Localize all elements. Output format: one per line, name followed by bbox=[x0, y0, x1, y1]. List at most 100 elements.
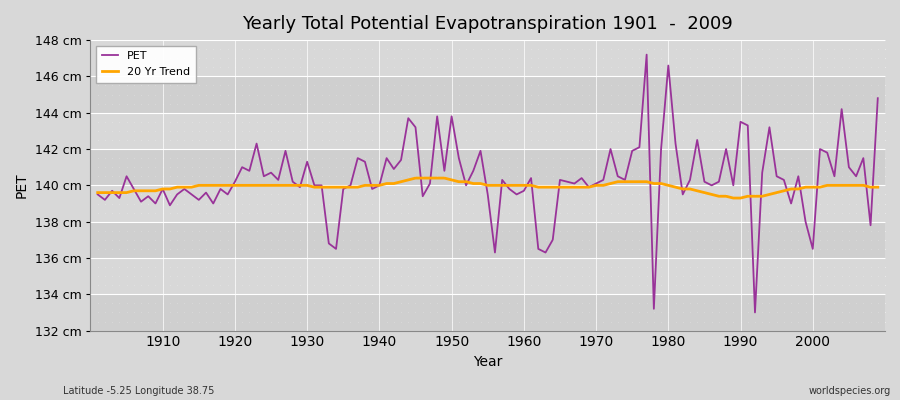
Point bbox=[409, 191, 423, 198]
Point bbox=[647, 264, 662, 270]
Point bbox=[827, 209, 842, 216]
Point bbox=[741, 55, 755, 62]
Point bbox=[357, 73, 372, 80]
Point bbox=[560, 46, 574, 52]
Point bbox=[617, 273, 632, 279]
Point bbox=[574, 209, 589, 216]
PET bbox=[352, 156, 363, 160]
Point bbox=[878, 64, 892, 70]
Point bbox=[292, 137, 307, 143]
Point bbox=[770, 264, 784, 270]
Point bbox=[256, 237, 271, 243]
PET bbox=[511, 192, 522, 197]
Point bbox=[445, 218, 459, 225]
Point bbox=[242, 164, 256, 170]
Point bbox=[387, 200, 401, 207]
Point bbox=[112, 218, 127, 225]
Point bbox=[285, 173, 300, 180]
Point bbox=[350, 91, 365, 98]
Point bbox=[712, 64, 726, 70]
Point bbox=[148, 327, 163, 334]
Point bbox=[669, 291, 683, 298]
Point bbox=[278, 237, 293, 243]
Point bbox=[387, 273, 401, 279]
Point bbox=[148, 128, 163, 134]
Point bbox=[827, 146, 842, 152]
Point bbox=[834, 110, 849, 116]
Point bbox=[524, 164, 538, 170]
Point bbox=[206, 37, 220, 43]
Point bbox=[798, 318, 813, 325]
Point bbox=[798, 300, 813, 306]
Point bbox=[192, 55, 206, 62]
Point bbox=[343, 37, 357, 43]
Point bbox=[452, 55, 466, 62]
Point bbox=[452, 237, 466, 243]
Point bbox=[610, 37, 625, 43]
Text: Latitude -5.25 Longitude 38.75: Latitude -5.25 Longitude 38.75 bbox=[63, 386, 214, 396]
Point bbox=[669, 119, 683, 125]
Point bbox=[156, 64, 170, 70]
Point bbox=[777, 300, 791, 306]
Point bbox=[617, 91, 632, 98]
Point bbox=[603, 218, 617, 225]
Point bbox=[777, 318, 791, 325]
Point bbox=[531, 209, 545, 216]
Point bbox=[878, 246, 892, 252]
Point bbox=[849, 255, 863, 261]
Point bbox=[423, 255, 437, 261]
Point bbox=[842, 110, 856, 116]
Point bbox=[560, 273, 574, 279]
Point bbox=[452, 119, 466, 125]
Point bbox=[184, 46, 199, 52]
Point bbox=[610, 191, 625, 198]
Point bbox=[654, 110, 669, 116]
Point bbox=[148, 200, 163, 207]
Point bbox=[676, 309, 690, 316]
Point bbox=[199, 64, 213, 70]
Point bbox=[387, 100, 401, 107]
Point bbox=[199, 273, 213, 279]
Point bbox=[647, 300, 662, 306]
Point bbox=[581, 246, 596, 252]
Point bbox=[285, 137, 300, 143]
Point bbox=[625, 64, 639, 70]
Point bbox=[755, 110, 770, 116]
Point bbox=[98, 209, 112, 216]
Point bbox=[285, 119, 300, 125]
Point bbox=[625, 173, 639, 180]
Point bbox=[285, 273, 300, 279]
Point bbox=[141, 73, 156, 80]
Point bbox=[120, 228, 134, 234]
Point bbox=[842, 264, 856, 270]
Point bbox=[560, 82, 574, 89]
Point bbox=[192, 182, 206, 188]
Point bbox=[249, 273, 264, 279]
Point bbox=[148, 264, 163, 270]
Point bbox=[452, 173, 466, 180]
Point bbox=[878, 282, 892, 288]
Point bbox=[105, 100, 120, 107]
Point bbox=[328, 300, 343, 306]
Point bbox=[813, 191, 827, 198]
Point bbox=[755, 100, 770, 107]
Point bbox=[748, 37, 762, 43]
20 Yr Trend bbox=[612, 179, 623, 184]
Point bbox=[581, 73, 596, 80]
Point bbox=[380, 37, 394, 43]
Point bbox=[502, 173, 517, 180]
Point bbox=[328, 110, 343, 116]
20 Yr Trend bbox=[728, 196, 739, 200]
Point bbox=[495, 64, 509, 70]
Point bbox=[683, 291, 698, 298]
Point bbox=[502, 237, 517, 243]
Point bbox=[784, 309, 798, 316]
Point bbox=[416, 73, 430, 80]
Point bbox=[755, 164, 770, 170]
Point bbox=[596, 191, 610, 198]
Point bbox=[481, 55, 495, 62]
Point bbox=[256, 282, 271, 288]
Point bbox=[784, 200, 798, 207]
Point bbox=[473, 91, 488, 98]
Point bbox=[292, 191, 307, 198]
